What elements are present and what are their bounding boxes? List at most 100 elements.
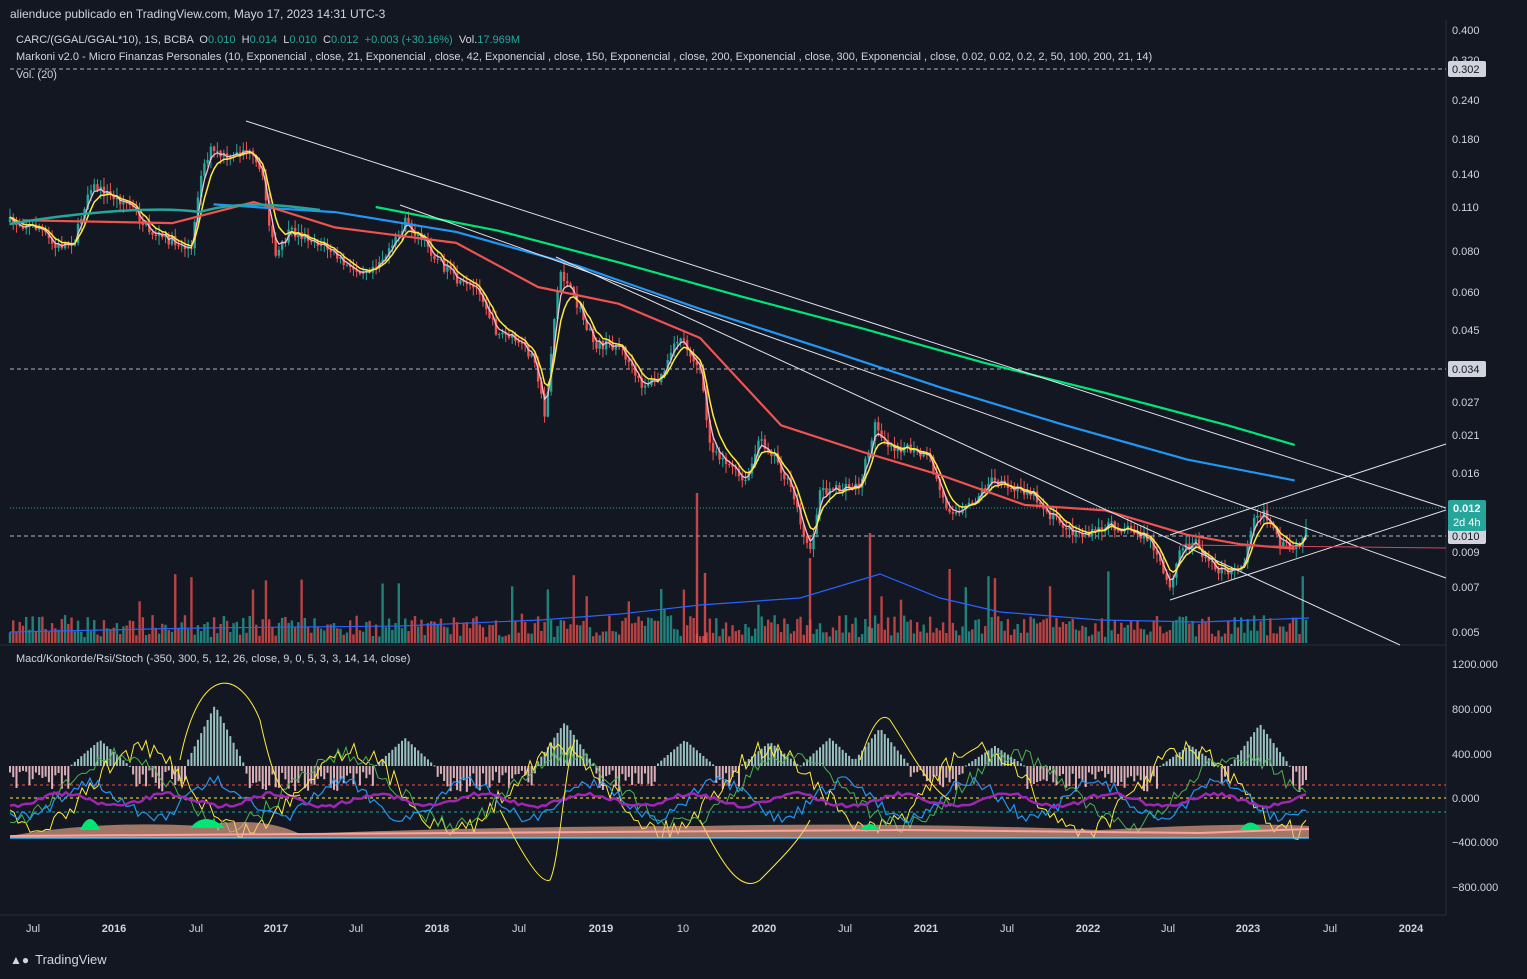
volume-bar <box>666 616 669 643</box>
volume-bar <box>1081 625 1084 643</box>
macd-histogram-bar <box>1298 766 1301 792</box>
volume-bar <box>734 631 737 643</box>
volume-bar <box>1006 619 1010 643</box>
macd-histogram-bar <box>1045 766 1048 782</box>
volume-bar <box>617 634 621 643</box>
oscillator-pane[interactable] <box>9 682 1446 884</box>
candle-body <box>592 328 595 343</box>
candle-body <box>828 488 831 495</box>
volume-bar <box>818 623 822 643</box>
footer-brand[interactable]: ▲● TradingView <box>10 952 107 967</box>
published-line: alienduce publicado en TradingView.com, … <box>10 7 386 21</box>
volume-bar <box>1029 616 1032 643</box>
macd-histogram-bar <box>1052 766 1055 783</box>
candle-body <box>96 184 99 191</box>
macd-histogram-bar <box>1087 766 1090 773</box>
candle-body <box>93 184 96 191</box>
volume-bar <box>355 615 358 643</box>
time-tick-label: 2023 <box>1236 923 1260 935</box>
candle-body <box>958 512 961 514</box>
legend-indicator[interactable]: Markoni v2.0 - Micro Finanzas Personales… <box>16 51 1153 63</box>
trendline[interactable] <box>1169 509 1447 601</box>
volume-bar <box>199 631 203 643</box>
price-tick-label: 0.021 <box>1452 430 1480 442</box>
volume-bar <box>83 636 86 643</box>
candle-body <box>394 236 397 246</box>
volume-bar <box>789 633 793 643</box>
macd-histogram-bar <box>303 766 306 789</box>
candle-body <box>569 283 572 287</box>
trendline[interactable] <box>399 204 1447 579</box>
volume-bar <box>815 629 818 643</box>
volume-bar <box>533 623 537 643</box>
price-tick-label: 0.240 <box>1452 95 1480 107</box>
macd-histogram-bar <box>789 758 792 766</box>
macd-histogram-bar <box>1097 766 1100 772</box>
candle-body <box>494 319 498 335</box>
legend-oscillator[interactable]: Macd/Konkorde/Rsi/Stoch (-350, 300, 5, 1… <box>16 653 411 665</box>
candle-body <box>384 256 388 260</box>
footer-brand-text: TradingView <box>35 952 107 967</box>
volume-bar <box>462 622 465 643</box>
macd-histogram-bar <box>216 709 219 766</box>
macd-histogram-bar <box>1152 766 1155 777</box>
legend-volume-indicator[interactable]: Vol. (20) <box>16 69 57 81</box>
macd-histogram-bar <box>1039 766 1042 782</box>
volume-bar <box>297 622 300 643</box>
volume-bar <box>1152 620 1155 643</box>
macd-histogram-bar <box>835 743 838 766</box>
candle-body <box>209 146 213 160</box>
macd-histogram-bar <box>375 764 378 766</box>
macd-histogram-bar <box>154 766 157 783</box>
volume-bar <box>1171 621 1175 643</box>
volume-bar <box>41 616 44 643</box>
trendline[interactable] <box>1179 544 1447 549</box>
volume-bar <box>984 626 987 643</box>
macd-histogram-bar <box>699 753 702 766</box>
trendline[interactable] <box>555 256 1401 646</box>
volume-bar <box>1120 622 1123 643</box>
macd-histogram-bar <box>1191 746 1194 766</box>
macd-histogram-bar <box>180 766 183 784</box>
volume-bar <box>708 618 712 643</box>
volume-bar <box>1026 632 1029 643</box>
macd-histogram-bar <box>1211 760 1214 766</box>
candle-body <box>219 150 222 157</box>
volume-bar <box>8 632 12 643</box>
candle-body <box>1142 532 1146 539</box>
series-ema-42 <box>23 200 1295 550</box>
volume-bar <box>1197 624 1201 643</box>
volume-bar <box>702 636 705 643</box>
volume-bar <box>1233 617 1236 643</box>
volume-bar <box>1016 623 1019 643</box>
price-tick-label: 0.016 <box>1452 468 1480 480</box>
volume-bar <box>919 631 922 643</box>
trendline[interactable] <box>1169 443 1447 536</box>
candle-body <box>106 191 109 196</box>
trendline[interactable] <box>245 120 1447 509</box>
macd-histogram-bar <box>261 766 264 790</box>
footer-bar <box>0 944 1527 979</box>
volume-bar <box>481 627 485 643</box>
macd-histogram-bar <box>34 766 37 773</box>
candle-body <box>880 430 883 439</box>
macd-histogram-bar <box>507 766 510 789</box>
volume-bar <box>18 621 21 643</box>
price-tick-label: 0.060 <box>1452 287 1480 299</box>
volume-bar <box>1090 634 1094 643</box>
candle-body <box>546 391 550 417</box>
macd-histogram-bar <box>1133 766 1136 782</box>
countdown-text: 2d 4h <box>1453 517 1481 529</box>
volume-bar <box>912 633 916 643</box>
candle-body <box>329 249 332 252</box>
macd-histogram-bar <box>838 746 841 766</box>
volume-bar <box>475 616 478 643</box>
candle-body <box>724 457 728 465</box>
volume-bar <box>718 636 721 643</box>
macd-histogram-bar <box>478 766 481 791</box>
candle-body <box>349 264 352 267</box>
macd-histogram-bar <box>342 766 345 784</box>
macd-histogram-bar <box>190 752 193 766</box>
macd-histogram-bar <box>60 766 63 789</box>
